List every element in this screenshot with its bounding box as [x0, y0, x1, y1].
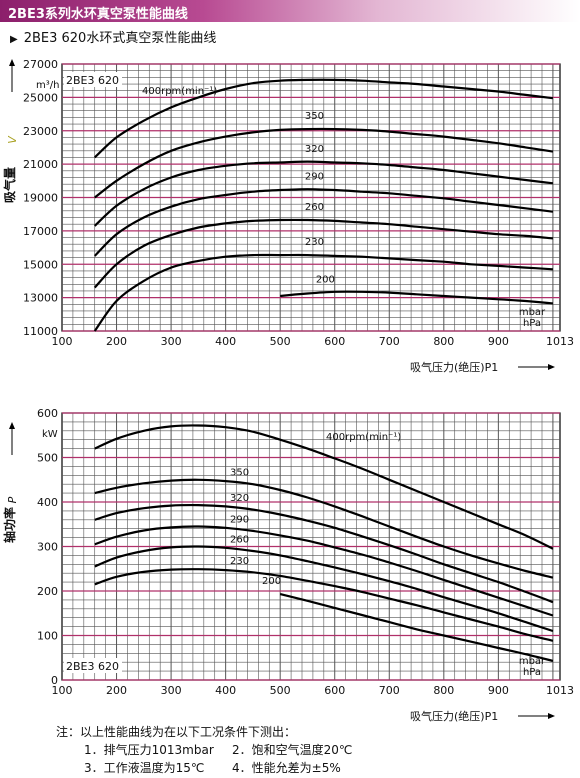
series-line-320: [93, 160, 554, 227]
x-tick-label: 400: [215, 335, 236, 348]
y-axis-label: 轴功率: [2, 507, 17, 543]
x-tick-label: 1013: [546, 684, 574, 697]
y-axis-symbol: P: [6, 496, 19, 503]
chart-suction-capacity: 11000 13000 15000 17000 19000 21000 23000 25000…: [2, 58, 574, 374]
triangle-bullet-icon: ▶: [10, 34, 18, 45]
series-label: 230: [230, 556, 249, 567]
x-tick-label: 100: [52, 684, 73, 697]
x-tick-label: 400: [215, 684, 236, 697]
y-tick-label: 11000: [23, 325, 58, 338]
y-tick-label: 100: [37, 630, 58, 643]
y-tick-label: 500: [37, 452, 58, 465]
x-tick-label: 700: [379, 335, 400, 348]
y-tick-label: 21000: [23, 158, 58, 171]
series-label: 290: [230, 514, 249, 525]
x-tick-label: 900: [488, 335, 509, 348]
title-banner: 2BE3系列水环真空泵性能曲线: [0, 0, 580, 22]
y-tick-label: 19000: [23, 192, 58, 205]
x-axis-arrowhead: [548, 364, 555, 370]
series-line-400rpmmin1: [93, 78, 554, 159]
notes-title: 注：以上性能曲线为在以下工况条件下测出：: [56, 725, 297, 739]
page-title: 2BE3系列水环真空泵性能曲线: [8, 7, 188, 22]
y-axis-symbol: V: [6, 135, 19, 144]
y-unit-label: kW: [42, 429, 58, 440]
x-tick-label: 800: [433, 684, 454, 697]
model-label: 2BE3 620: [66, 74, 119, 87]
chart-subtitle: ▶ 2BE3 620水环式真空泵性能曲线: [10, 27, 216, 46]
series-label: 260: [230, 534, 249, 545]
series-line-200: [279, 593, 554, 662]
y-axis-arrowhead: [9, 59, 15, 66]
x-tick-label: 200: [106, 335, 127, 348]
series-line-260: [93, 218, 553, 289]
series-label: 320: [230, 493, 249, 504]
note-item: 4．性能允差为±5%: [232, 761, 341, 775]
series-line-260: [94, 545, 554, 633]
series-label: 400rpm(min⁻¹): [326, 432, 401, 443]
x-unit-label: mbar: [519, 656, 546, 667]
x-tick-label: 200: [106, 684, 127, 697]
y-tick-label: 13000: [23, 292, 58, 305]
model-label: 2BE3 620: [66, 660, 119, 673]
note-item: 1．排气压力1013mbar: [84, 743, 214, 757]
series-line-230: [93, 253, 553, 332]
series-line-350: [94, 127, 554, 199]
model-label-bg: [64, 658, 122, 673]
x-unit-label: hPa: [523, 318, 541, 329]
x-axis-label: 吸气压力(绝压)P1: [410, 709, 498, 723]
series-line-350: [94, 478, 554, 579]
series-label: 230: [305, 237, 324, 248]
y-unit-label: m³/h: [36, 80, 59, 91]
series-line-200: [280, 290, 554, 305]
series-label: 350: [305, 111, 324, 122]
y-axis-label: 吸气量: [2, 167, 17, 203]
series-label: 200: [262, 576, 281, 587]
series-label: 400rpm(min⁻¹): [142, 86, 217, 97]
model-label-bg: [64, 72, 122, 87]
y-tick-label: 23000: [23, 125, 58, 138]
x-axis-label: 吸气压力(绝压)P1: [410, 360, 498, 374]
x-tick-label: 800: [433, 335, 454, 348]
y-tick-label: 17000: [23, 225, 58, 238]
note-item: 3．工作液温度为15℃: [84, 761, 205, 775]
x-unit-label: mbar: [519, 307, 546, 318]
x-tick-label: 500: [270, 335, 291, 348]
series-label: 260: [305, 202, 324, 213]
series-line-290: [94, 525, 554, 617]
series-line-400rpmmin1: [94, 424, 554, 550]
x-tick-label: 1013: [546, 335, 574, 348]
series-label: 350: [230, 468, 249, 479]
y-tick-label: 0: [51, 674, 58, 687]
series-line-290: [93, 188, 554, 257]
series-label: 200: [316, 274, 335, 285]
y-tick-label: 600: [37, 407, 58, 420]
series-label: 290: [305, 171, 324, 182]
x-tick-label: 500: [270, 684, 291, 697]
series-line-320: [94, 503, 554, 604]
x-tick-label: 100: [52, 335, 73, 348]
x-axis-arrowhead: [548, 713, 555, 719]
x-tick-label: 300: [161, 335, 182, 348]
x-tick-label: 300: [161, 684, 182, 697]
x-unit-label: hPa: [523, 667, 541, 678]
y-tick-label: 200: [37, 585, 58, 598]
note-item: 2．饱和空气温度20℃: [232, 743, 353, 757]
x-tick-label: 600: [324, 335, 345, 348]
x-tick-label: 700: [379, 684, 400, 697]
y-tick-label: 15000: [23, 258, 58, 271]
series-label: 320: [305, 144, 324, 155]
y-tick-label: 27000: [23, 58, 58, 71]
y-tick-label: 25000: [23, 91, 58, 104]
x-tick-label: 900: [488, 684, 509, 697]
series-line-230: [94, 568, 554, 642]
y-unit-bg: [28, 78, 58, 90]
y-tick-label: 300: [37, 541, 58, 554]
y-tick-label: 400: [37, 496, 58, 509]
x-tick-label: 600: [324, 684, 345, 697]
y-axis-arrowhead: [9, 422, 15, 429]
chart-subtitle-text: 2BE3 620水环式真空泵性能曲线: [23, 31, 217, 46]
